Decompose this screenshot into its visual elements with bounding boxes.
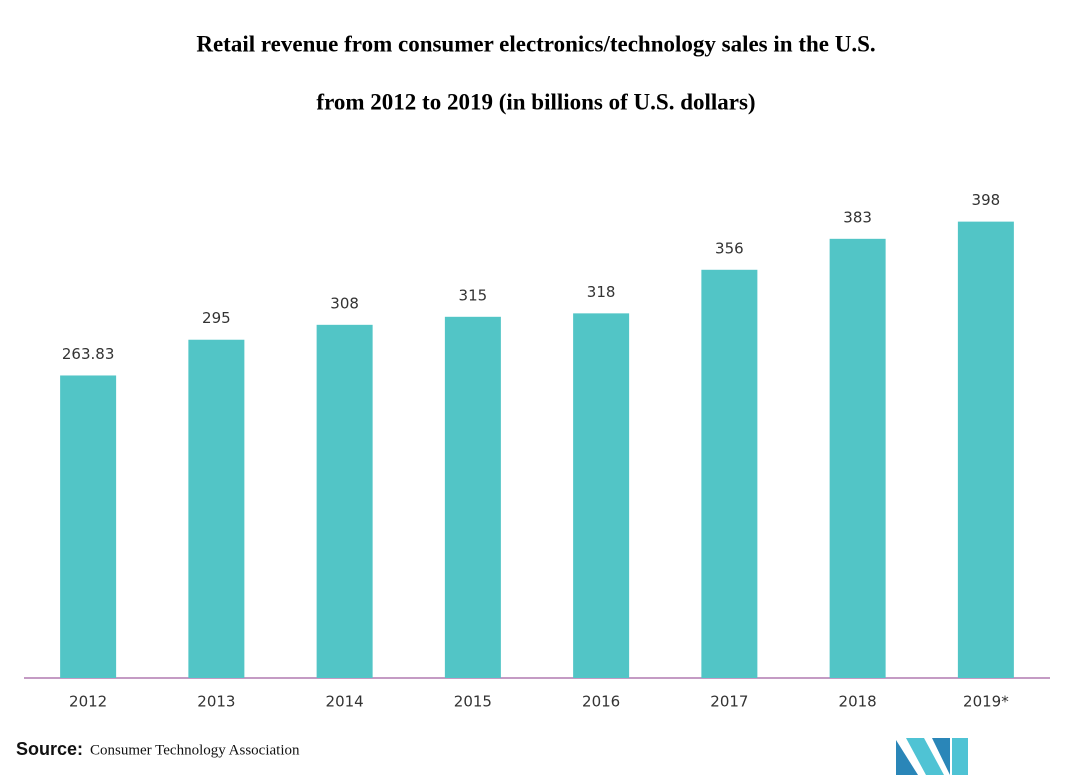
value-label: 318 <box>587 283 616 301</box>
x-tick-label: 2013 <box>197 693 235 711</box>
bar <box>829 238 886 678</box>
x-tick-label: 2012 <box>69 693 107 711</box>
chart-title: Retail revenue from consumer electronics… <box>196 31 875 56</box>
x-tick-label: 2018 <box>839 693 877 711</box>
bar <box>316 324 373 678</box>
value-label: 398 <box>972 191 1001 209</box>
x-tick-label: 2015 <box>454 693 492 711</box>
value-label: 295 <box>202 309 231 327</box>
x-tick-label: 2014 <box>326 693 364 711</box>
bar <box>444 316 501 678</box>
bar <box>573 313 630 678</box>
source-label: Source: <box>16 739 83 759</box>
x-tick-label: 2016 <box>582 693 620 711</box>
bar <box>957 221 1014 679</box>
bar <box>701 269 758 678</box>
value-label: 263.83 <box>62 345 115 363</box>
chart-subtitle: from 2012 to 2019 (in billions of U.S. d… <box>316 89 755 114</box>
bar <box>60 375 117 678</box>
value-label: 315 <box>459 286 488 304</box>
value-label: 308 <box>330 294 359 312</box>
x-tick-label: 2017 <box>710 693 748 711</box>
source-text: Consumer Technology Association <box>90 742 300 758</box>
value-label: 356 <box>715 239 744 257</box>
logo <box>896 738 968 775</box>
value-label: 383 <box>843 208 872 226</box>
bar <box>188 339 245 678</box>
x-tick-label: 2019* <box>963 693 1009 711</box>
